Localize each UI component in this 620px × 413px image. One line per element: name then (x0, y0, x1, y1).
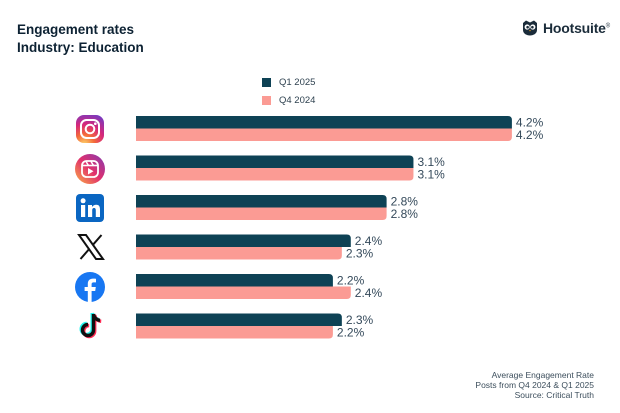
bar-instagram-q4-2024 (136, 128, 512, 141)
data-label-instagram-reels-q4-2024: 3.1% (417, 168, 445, 182)
data-label-x-q4-2024: 2.3% (346, 247, 374, 261)
bar-instagram-q1-2025 (136, 116, 512, 129)
legend-item-q1-2025: Q1 2025 (262, 77, 315, 88)
bar-linkedin-q1-2025 (136, 195, 387, 208)
data-label-facebook-q1-2025: 2.2% (337, 274, 365, 288)
linkedin-icon (76, 194, 104, 222)
legend-item-q4-2024: Q4 2024 (262, 95, 315, 106)
chart-footer: Average Engagement Rate Posts from Q4 20… (475, 370, 594, 400)
bar-facebook-q4-2024 (136, 286, 351, 299)
bar-tiktok-q4-2024 (136, 326, 333, 339)
bar-x-q1-2025 (136, 234, 351, 247)
chart-title: Engagement rates (17, 22, 135, 37)
instagram-icon (76, 115, 104, 143)
footer-source-note: Source: Critical Truth (514, 390, 594, 400)
data-label-facebook-q4-2024: 2.4% (355, 286, 383, 300)
legend-label-q4-2024: Q4 2024 (279, 95, 316, 106)
data-label-tiktok-q1-2025: 2.3% (346, 313, 374, 327)
bar-tiktok-q1-2025 (136, 313, 342, 326)
bar-linkedin-q4-2024 (136, 207, 387, 220)
data-label-instagram-reels-q1-2025: 3.1% (417, 155, 445, 169)
owl-icon (523, 20, 537, 36)
instagram-reels-icon (75, 154, 105, 184)
x-icon (77, 234, 105, 260)
bar-instagram-reels-q4-2024 (136, 168, 414, 181)
legend-swatch-q4-2024 (262, 96, 271, 105)
bar-facebook-q1-2025 (136, 274, 333, 287)
data-label-tiktok-q4-2024: 2.2% (337, 326, 365, 340)
data-label-x-q1-2025: 2.4% (355, 234, 383, 248)
bar-instagram-reels-q1-2025 (136, 155, 414, 168)
chart-subtitle: Industry: Education (17, 40, 144, 55)
hootsuite-logo: Hootsuite® (521, 20, 610, 36)
facebook-icon (75, 272, 105, 302)
data-label-instagram-q4-2024: 4.2% (516, 128, 544, 142)
data-label-linkedin-q1-2025: 2.8% (391, 195, 419, 209)
footer-period-note: Posts from Q4 2024 & Q1 2025 (475, 380, 594, 390)
legend-swatch-q1-2025 (262, 78, 271, 87)
bar-x-q4-2024 (136, 247, 342, 260)
legend-label-q1-2025: Q1 2025 (279, 77, 316, 88)
data-label-instagram-q1-2025: 4.2% (516, 116, 544, 130)
footer-metric-note: Average Engagement Rate (491, 370, 594, 380)
tiktok-icon (79, 312, 102, 339)
brand-name: Hootsuite® (543, 20, 610, 36)
bars-group: 4.2%4.2%3.1%3.1%2.8%2.8%2.4%2.3%2.2%2.4%… (136, 116, 544, 340)
data-label-linkedin-q4-2024: 2.8% (391, 207, 419, 221)
